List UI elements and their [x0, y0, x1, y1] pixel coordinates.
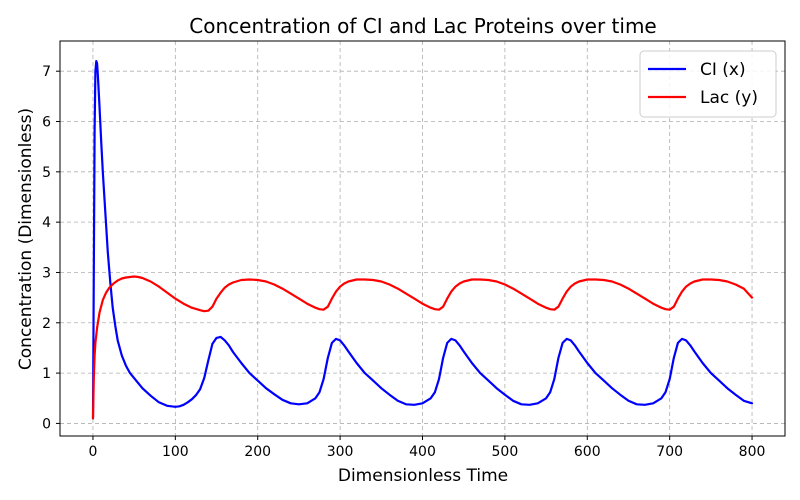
- x-axis-label: Dimensionless Time: [338, 466, 508, 486]
- y-tick-label: 7: [42, 64, 51, 80]
- x-tick-label: 500: [492, 444, 519, 460]
- legend: CI (x) Lac (y): [640, 51, 776, 117]
- x-tick-label: 300: [327, 444, 354, 460]
- y-tick-label: 1: [42, 366, 51, 382]
- x-tick-label: 200: [244, 444, 271, 460]
- y-tick-label: 2: [42, 316, 51, 332]
- x-tick-label: 100: [162, 444, 189, 460]
- x-tick-label: 0: [88, 444, 97, 460]
- y-tick-label: 0: [42, 416, 51, 432]
- y-tick-label: 3: [42, 265, 51, 281]
- y-tick-label: 6: [42, 115, 51, 131]
- x-tick-label: 700: [656, 444, 683, 460]
- legend-label: Lac (y): [700, 88, 758, 108]
- y-tick-label: 4: [42, 215, 51, 231]
- legend-label: CI (x): [700, 60, 746, 80]
- chart-title: Concentration of CI and Lac Proteins ove…: [189, 14, 656, 38]
- y-axis-label: Concentration (Dimensionless): [16, 108, 36, 370]
- x-tick-label: 800: [739, 444, 766, 460]
- x-tick-label: 400: [409, 444, 436, 460]
- y-tick-label: 5: [42, 165, 51, 181]
- x-tick-label: 600: [574, 444, 601, 460]
